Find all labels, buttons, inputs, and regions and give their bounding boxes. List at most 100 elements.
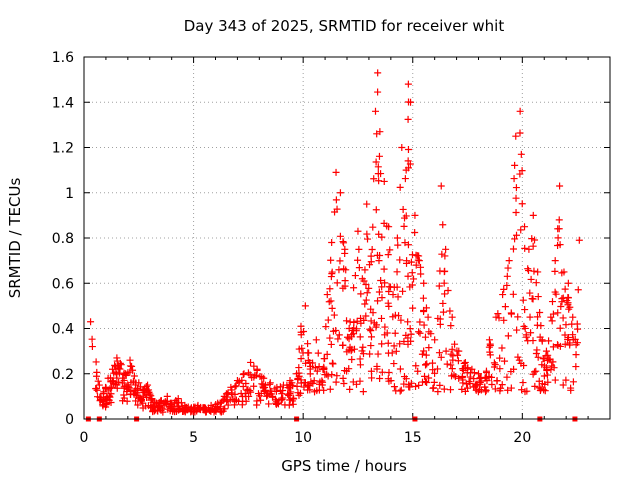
data-point xyxy=(504,332,512,340)
data-point xyxy=(475,370,482,378)
data-point xyxy=(495,314,503,322)
data-point xyxy=(496,365,504,373)
data-point xyxy=(407,330,415,338)
x-axis-label: GPS time / hours xyxy=(281,457,407,475)
data-point xyxy=(431,336,439,344)
data-point xyxy=(357,290,365,298)
data-point xyxy=(515,356,523,364)
data-point xyxy=(367,258,375,266)
data-point xyxy=(421,333,429,341)
data-point xyxy=(442,347,450,355)
data-point xyxy=(448,345,456,353)
data-point xyxy=(549,343,557,351)
data-point xyxy=(371,107,379,115)
data-point xyxy=(326,285,334,293)
data-point xyxy=(306,386,314,394)
data-point xyxy=(523,387,531,395)
data-point xyxy=(463,380,471,388)
data-point xyxy=(88,335,96,343)
data-point xyxy=(556,182,564,190)
data-point xyxy=(326,334,334,342)
data-point xyxy=(397,316,405,324)
data-point xyxy=(145,388,153,396)
data-point xyxy=(500,285,508,293)
x-tick-label: 5 xyxy=(189,430,198,446)
data-point xyxy=(458,365,466,373)
data-point xyxy=(376,375,384,383)
data-point xyxy=(420,347,428,355)
data-point xyxy=(310,377,318,385)
data-point xyxy=(540,372,548,380)
data-point xyxy=(543,371,551,379)
data-point xyxy=(341,277,349,285)
data-point xyxy=(447,322,455,330)
y-tick-label: 0.4 xyxy=(52,322,74,338)
data-point xyxy=(330,311,338,319)
data-point xyxy=(352,380,360,388)
data-point xyxy=(373,130,381,138)
data-point xyxy=(447,386,455,394)
data-point xyxy=(250,382,258,390)
data-point xyxy=(92,358,100,366)
data-point xyxy=(503,272,511,280)
data-point xyxy=(564,334,572,342)
data-point xyxy=(316,378,324,386)
y-tick-label: 0.2 xyxy=(52,367,74,383)
data-point xyxy=(396,256,404,264)
data-point xyxy=(304,340,312,348)
data-point xyxy=(301,379,309,387)
data-point xyxy=(525,266,533,274)
data-point xyxy=(340,239,348,247)
y-tick-label: 0 xyxy=(65,412,74,428)
data-point xyxy=(496,354,504,362)
data-point xyxy=(534,268,542,276)
data-point xyxy=(369,223,377,231)
data-point xyxy=(365,284,373,292)
data-point xyxy=(297,322,305,330)
data-point xyxy=(540,386,548,394)
data-point xyxy=(485,336,493,344)
data-point xyxy=(333,279,341,287)
data-point xyxy=(512,132,520,140)
data-point xyxy=(415,328,423,336)
data-point xyxy=(555,216,563,224)
data-point xyxy=(363,230,371,238)
data-point xyxy=(340,380,348,388)
data-point xyxy=(265,400,273,408)
data-point xyxy=(414,256,422,264)
data-point xyxy=(276,383,284,391)
data-point xyxy=(239,371,247,379)
data-point xyxy=(287,388,295,396)
x-tick-labels: 0 5 10 15 20 xyxy=(80,430,532,446)
data-point xyxy=(440,279,448,287)
data-point xyxy=(262,386,270,394)
data-point xyxy=(518,200,526,208)
data-point xyxy=(394,241,402,249)
data-point xyxy=(566,341,574,349)
data-point xyxy=(269,393,277,401)
data-point xyxy=(410,275,418,283)
data-point xyxy=(429,359,437,367)
data-point xyxy=(516,129,524,137)
data-point xyxy=(354,256,362,264)
data-point xyxy=(421,372,429,380)
data-point xyxy=(512,209,520,217)
data-point xyxy=(527,275,535,283)
data-point xyxy=(335,266,343,274)
data-point xyxy=(556,324,564,332)
data-point xyxy=(423,379,431,387)
data-point xyxy=(235,397,243,405)
data-point xyxy=(274,400,282,408)
data-point xyxy=(139,392,147,400)
data-point xyxy=(548,317,556,325)
data-point xyxy=(435,282,443,290)
data-point xyxy=(434,314,442,322)
data-point xyxy=(273,399,281,407)
data-point xyxy=(347,347,355,355)
data-point xyxy=(294,374,302,382)
data-point xyxy=(367,327,375,335)
data-point xyxy=(470,369,478,377)
data-point xyxy=(323,291,331,299)
data-point xyxy=(421,378,429,386)
data-point xyxy=(375,177,383,185)
